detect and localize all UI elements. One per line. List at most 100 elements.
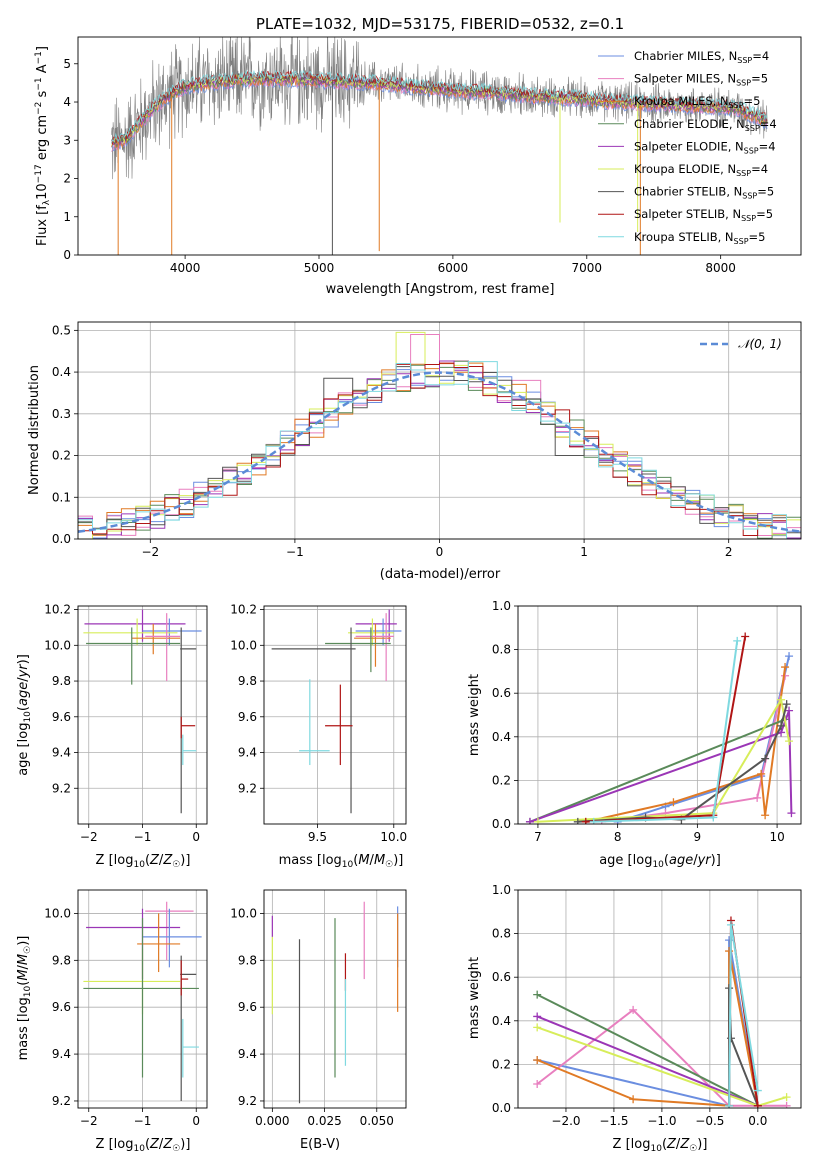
errorbar-chabrier-miles [142,908,202,968]
errorbar-kroupa-elodie [83,618,178,646]
errorbar-plot [271,609,402,814]
axes-frame [263,605,407,825]
y-tick-label: 9.4 [238,1047,257,1061]
errorbar-salpeter-elodie [84,609,186,642]
wAge-ylabel: mass weight [467,674,482,756]
x-tick-label: −2.0 [551,1114,580,1128]
x-tick-label: 8 [614,830,622,844]
weight-marker-salpeter-stelib [753,1101,762,1108]
legend-label-salpeter-elodie: Salpeter ELODIE, NSSP=4 [634,139,776,155]
y-tick-label: 9.8 [52,674,71,688]
mZ-xlabel: Z [log10(Z/Z☉)] [96,1137,191,1154]
axes-frame [77,36,802,256]
grid-group [518,889,801,1109]
weight-marker-kroupa-elodie [785,737,794,746]
errorbar-chabrier-miles [355,618,402,646]
legend-label-kroupa-miles: Kroupa MILES, NSSP=5 [634,94,760,110]
x-tick-label: 8000 [705,261,736,275]
weight-marker-kroupa-elodie [777,695,786,704]
x-tick-label: 0.025 [307,1114,341,1128]
histogram-step-salpeter-stelib [78,362,801,539]
weight-marker-kroupa-elodie [782,1093,791,1102]
spectrum-ylabel: Flux [fλ10−17 erg cm−2 s−1 A−1] [34,46,52,246]
errorbar-chabrier-elodie [83,918,199,1078]
y-tick-label: 10.0 [230,906,257,920]
weight-marker-kroupa-miles [781,663,790,672]
errorbar-salpeter-stelib [180,960,189,996]
x-tick-label: 9.5 [308,830,327,844]
y-tick-label: 9.2 [52,1094,71,1108]
errorbar-chabrier-miles [142,618,202,646]
ticks-group: −2 −1 0 9.2 9.4 9.6 9.8 10.0 [44,906,200,1128]
weight-marker-kroupa-miles [669,798,678,807]
axes-frame [77,889,208,1109]
ageZ-xlabel: Z [log10(Z/Z☉)] [96,853,191,870]
histogram-step-kroupa-stelib [78,361,801,539]
ticks-group: −2 −1 0 9.2 9.4 9.6 9.8 10.0 10.2 [44,603,200,844]
legend-label-salpeter-miles: Salpeter MILES, NSSP=5 [634,72,768,88]
x-tick-label: −2 [141,545,159,559]
x-tick-label: 0 [192,1114,200,1128]
figure-title: PLATE=1032, MJD=53175, FIBERID=0532, z=0… [256,15,624,33]
weight-vs-metallicity-panel: Z [log10(Z/Z☉)] mass weight −2.0 −1.5 −1.0… [467,883,802,1154]
weight-marker-salpeter-stelib [741,632,750,641]
mEBV-xlabel: E(B-V) [300,1137,340,1152]
y-tick-label: 4 [63,95,71,109]
x-tick-label: −2 [80,830,98,844]
x-tick-label: 4000 [170,261,201,275]
y-tick-label: 1.0 [492,599,511,613]
y-tick-label: 9.4 [52,746,71,760]
x-tick-label: −1.0 [647,1114,676,1128]
y-tick-label: 0.6 [492,686,511,700]
y-tick-label: 10.0 [44,906,71,920]
errorbar-kroupa-stelib [182,734,197,766]
y-tick-label: 9.4 [52,1047,71,1061]
y-tick-label: 0.2 [492,1057,511,1071]
x-tick-label: 2 [725,545,733,559]
errorbar-salpeter-miles [145,613,181,682]
weight-line-chabrier-elodie [529,718,786,823]
legend-label-chabrier-miles: Chabrier MILES, NSSP=4 [634,49,769,65]
errorbar-chabrier-elodie [86,627,181,685]
errorbar-kroupa-stelib [299,679,330,766]
y-tick-label: 3 [63,133,71,147]
weight-marker-kroupa-elodie [533,817,542,824]
x-tick-label: 5000 [304,261,335,275]
y-tick-label: 0.4 [52,365,71,379]
errorbar-plot [83,901,202,1101]
model-line-chabrier-miles [111,78,768,152]
weight-marker-salpeter-elodie [525,817,534,824]
errorbar-kroupa-elodie [83,948,181,1015]
legend-label-salpeter-stelib: Salpeter STELIB, NSSP=5 [634,207,773,223]
y-tick-label: 0 [63,248,71,262]
x-tick-label: −0.5 [695,1114,724,1128]
spectrum-xlabel: wavelength [Angstrom, rest frame] [326,282,555,297]
y-tick-label: 0.5 [52,323,71,337]
wZ-xlabel: Z [log10(Z/Z☉)] [613,1137,708,1154]
histogram-legend: 𝒩(0, 1) [700,337,782,351]
grid-group [78,606,207,824]
histogram-ylabel: Normed distribution [27,365,42,495]
spectrum-panel: wavelength [Angstrom, rest frame] Flux [… [34,36,802,297]
errorbar-salpeter-stelib [325,684,353,766]
x-tick-label: −1 [134,1114,152,1128]
y-tick-label: 0.8 [492,643,511,657]
errorbar-salpeter-stelib [180,716,196,739]
weight-marker-salpeter-stelib [581,817,590,824]
weight-marker-salpeter-elodie [533,1012,542,1021]
y-tick-label: 0.4 [492,1014,511,1028]
observed-spectrum-line [111,37,768,180]
y-tick-label: 0.0 [52,532,71,546]
errorbar-kroupa-stelib [182,1018,199,1078]
y-tick-label: 9.6 [52,1000,71,1014]
errorbar-chabrier-stelib [180,627,197,814]
x-tick-label: 0 [436,545,444,559]
x-tick-label: 6000 [438,261,469,275]
weight-marker-chabrier-stelib [725,984,734,993]
errorbar-salpeter-miles [355,613,394,682]
axes-frame [263,889,407,1109]
wAge-xlabel: age [log10(age/yr)] [599,853,721,870]
weight-marker-chabrier-stelib [726,1034,735,1043]
ticks-group: 7 8 9 10 0.0 0.2 0.4 0.6 0.8 1.0 [492,599,785,844]
